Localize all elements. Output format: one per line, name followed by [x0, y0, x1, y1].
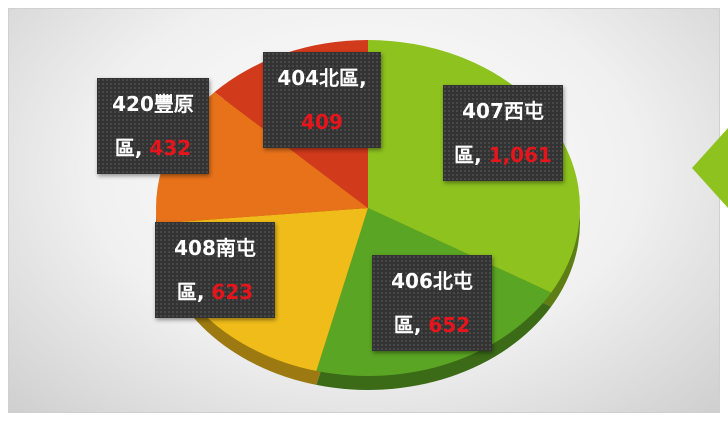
data-label: 408南屯區, 623: [155, 222, 275, 318]
label-category: 408南屯區: [174, 236, 256, 304]
label-value: 1,061: [488, 143, 552, 167]
label-separator: ,: [134, 136, 143, 160]
label-value: 652: [428, 313, 471, 337]
label-separator: ,: [359, 66, 367, 90]
label-separator: ,: [474, 143, 482, 167]
data-label: 406北屯區, 652: [372, 255, 492, 351]
label-value: 623: [211, 280, 254, 304]
label-category: 420豐原區: [112, 92, 194, 160]
label-separator: ,: [196, 280, 205, 304]
data-label: 420豐原區, 432: [97, 78, 209, 174]
label-category: 404北區: [277, 66, 360, 90]
label-separator: ,: [413, 313, 422, 337]
data-label: 407西屯區, 1,061: [443, 85, 563, 181]
next-arrow: [692, 128, 728, 208]
label-category: 406北屯區: [391, 269, 473, 337]
label-category: 407西屯區: [454, 99, 544, 167]
data-label: 404北區, 409: [263, 52, 381, 148]
label-value: 432: [149, 136, 192, 160]
label-value: 409: [301, 110, 343, 134]
